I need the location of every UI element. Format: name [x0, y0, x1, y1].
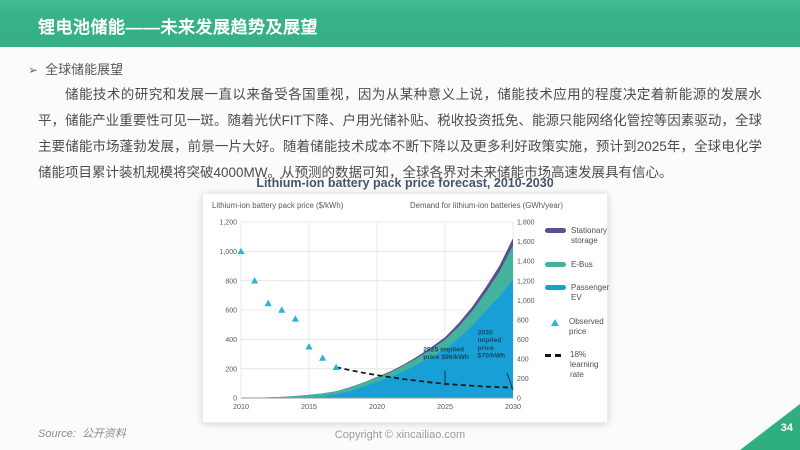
source-note: Source: 公开资料 — [38, 425, 126, 441]
legend-swatch-bar — [545, 228, 566, 233]
svg-text:600: 600 — [225, 308, 237, 315]
svg-text:1,200: 1,200 — [219, 220, 237, 227]
legend-label: Passenger EV — [571, 283, 610, 302]
svg-text:0: 0 — [233, 396, 237, 403]
forecast-chart: 0 200 400 600 800 1,000 1,200 0 200 400 600 800 1,00… — [219, 220, 535, 411]
svg-text:2030: 2030 — [478, 330, 493, 337]
page-number: 34 — [780, 422, 793, 434]
svg-text:1,000: 1,000 — [219, 249, 237, 256]
svg-text:2020: 2020 — [369, 402, 385, 411]
svg-text:2025 implied: 2025 implied — [423, 346, 464, 353]
legend-item: Stationary storage — [545, 226, 607, 246]
copyright-text: Copyright © xincailiao.com — [334, 429, 466, 441]
chart-block: Lithium-ion battery pack price forecast,… — [202, 176, 610, 423]
svg-text:price: price — [478, 345, 494, 352]
chart-legend: Stationary storage E-Bus Passenger EV Obser… — [545, 226, 610, 394]
legend-item: Passenger EV — [545, 283, 610, 303]
svg-text:implied: implied — [478, 337, 502, 344]
svg-text:1,000: 1,000 — [517, 298, 535, 305]
legend-label: Observed price — [569, 316, 604, 336]
svg-text:800: 800 — [225, 278, 237, 285]
svg-text:0: 0 — [517, 396, 521, 403]
legend-swatch-bar — [545, 261, 566, 267]
section-heading-label: 全球储能展望 — [45, 62, 124, 77]
svg-text:400: 400 — [517, 356, 529, 363]
legend-label: Stationary storage — [571, 226, 608, 245]
svg-text:2030: 2030 — [505, 402, 521, 411]
chart-title: Lithium-ion battery pack price forecast,… — [256, 176, 554, 190]
svg-text:400: 400 — [225, 337, 237, 344]
svg-text:2025: 2025 — [437, 402, 453, 411]
svg-text:price $96/kWh: price $96/kWh — [423, 354, 469, 361]
svg-text:1,600: 1,600 — [517, 239, 535, 246]
svg-text:1,400: 1,400 — [517, 259, 535, 266]
chart-card: Lithium-ion battery pack price ($/kWh) D… — [202, 193, 610, 423]
svg-text:2015: 2015 — [301, 402, 317, 411]
svg-text:1,200: 1,200 — [517, 278, 535, 285]
section-heading: ➢ 全球储能展望 — [28, 59, 123, 78]
svg-text:200: 200 — [517, 376, 529, 383]
svg-text:800: 800 — [517, 317, 529, 324]
left-axis-title: Lithium-ion battery pack price ($/kWh) — [212, 201, 344, 210]
legend-item: Observed price — [545, 317, 607, 337]
legend-swatch-bar — [545, 285, 566, 291]
slide-header-bar: 锂电池储能——未来发展趋势及展望 — [0, 0, 800, 47]
slide-title: 锂电池储能——未来发展趋势及展望 — [38, 18, 318, 37]
legend-label: E-Bus — [571, 259, 593, 269]
legend-item: E-Bus — [545, 260, 607, 270]
svg-text:200: 200 — [225, 366, 237, 373]
dashed-line-icon — [545, 354, 565, 357]
observed-price-triangle-icon — [551, 318, 559, 326]
svg-text:2010: 2010 — [233, 402, 249, 411]
source-label: Source: — [38, 428, 76, 440]
svg-text:$70/kWh: $70/kWh — [478, 352, 506, 359]
legend-label: 18% learning rate — [570, 350, 599, 379]
svg-text:600: 600 — [517, 337, 529, 344]
svg-text:1,800: 1,800 — [517, 220, 535, 227]
source-value: 公开资料 — [81, 428, 126, 440]
legend-item: 18% learning rate — [545, 350, 607, 379]
body-paragraph: 储能技术的研究和发展一直以来备受各国重视，因为从某种意义上说，储能技术应用的程度… — [38, 87, 762, 180]
arrow-bullet-icon: ➢ — [28, 63, 39, 77]
right-axis-title: Demand for lithium-ion batteries (GWh/ye… — [410, 201, 563, 210]
